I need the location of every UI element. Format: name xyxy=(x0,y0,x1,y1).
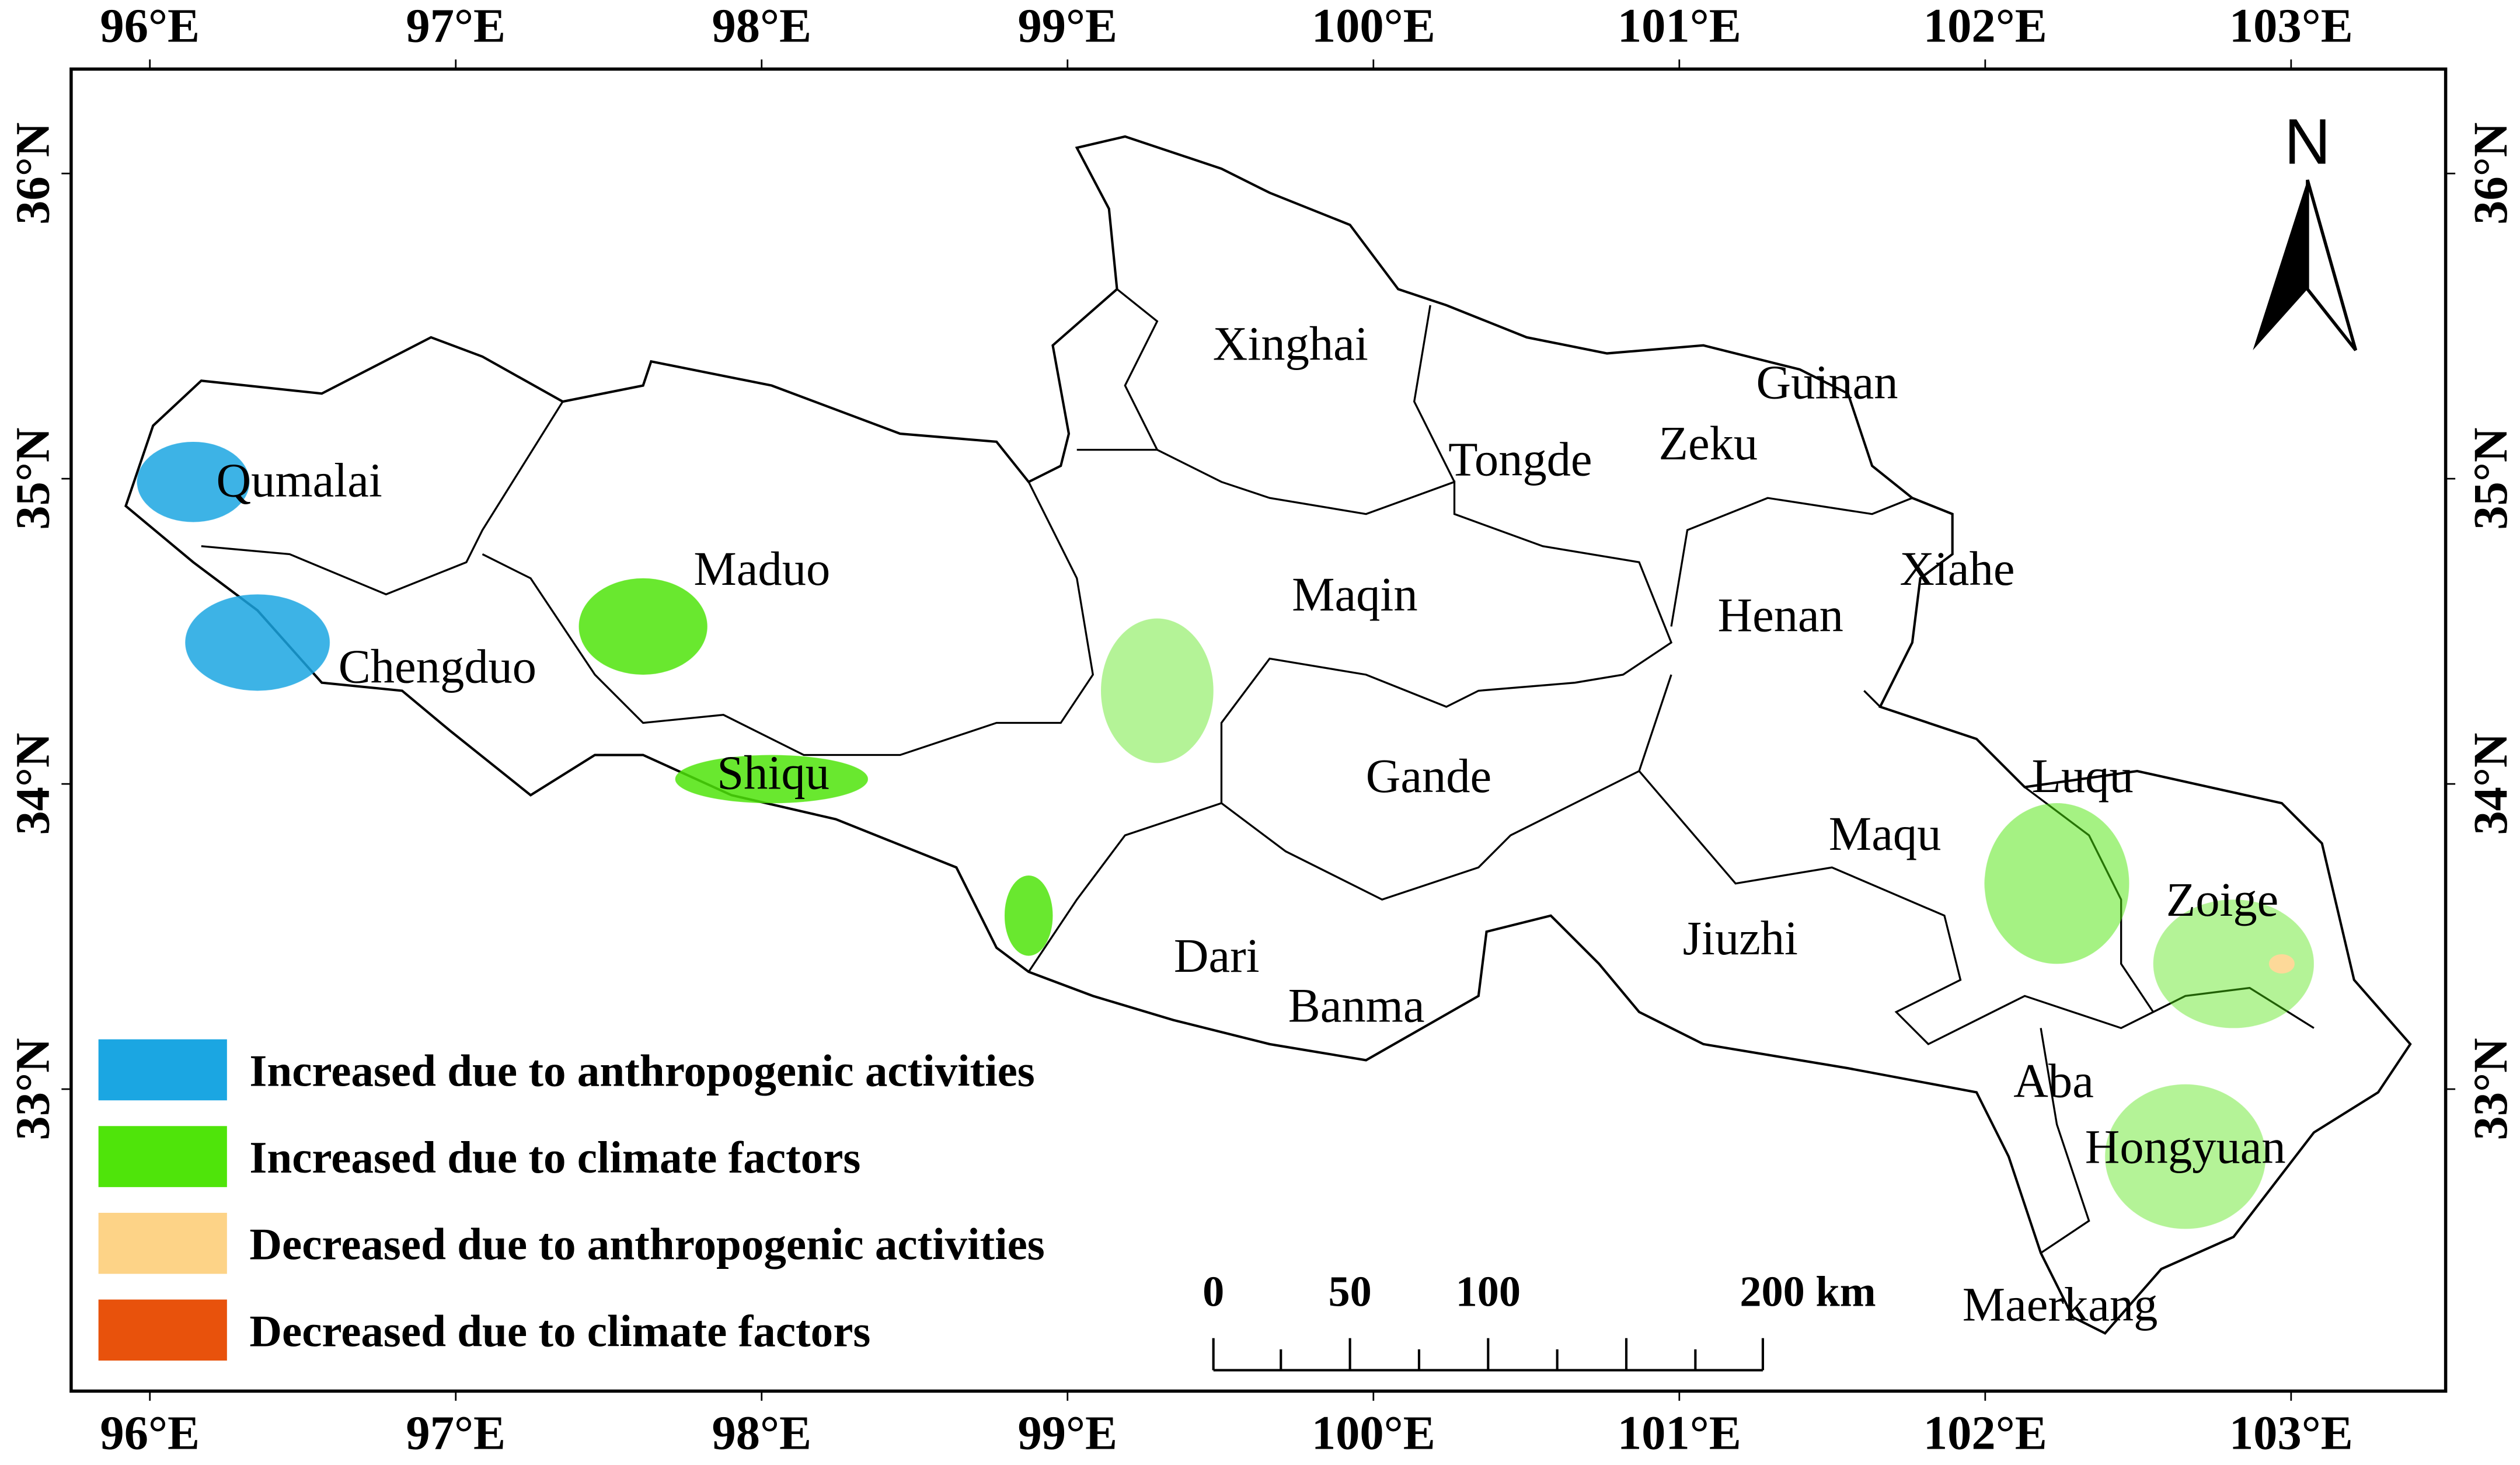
region-label: Shiqu xyxy=(717,745,829,799)
region-label: Maqu xyxy=(1829,807,1942,860)
region-label: Maerkang xyxy=(1963,1277,2158,1331)
longitude-label: 99°E xyxy=(1017,1405,1117,1459)
region-label: Luqu xyxy=(2031,749,2133,803)
north-arrow-right xyxy=(2306,179,2358,351)
longitude-label: 97°E xyxy=(406,0,506,53)
basin xyxy=(124,135,2412,1335)
boundary xyxy=(1116,288,1159,451)
latitude-label: 35°N xyxy=(2463,428,2517,530)
latitude-label: 35°N xyxy=(5,428,59,530)
patch xyxy=(2105,1084,2266,1229)
latitude-label: 34°N xyxy=(5,732,59,835)
patch xyxy=(675,755,868,804)
longitude-label: 101°E xyxy=(1618,0,1741,53)
legend-label: Decreased due to anthropogenic activitie… xyxy=(249,1219,1044,1269)
latitude-label: 34°N xyxy=(2463,732,2517,835)
legend-swatch xyxy=(98,1126,227,1187)
basin-outline xyxy=(124,135,2412,1335)
region-label: Maqin xyxy=(1292,567,1418,621)
boundary xyxy=(1076,448,1673,901)
region-label: Banma xyxy=(1288,978,1425,1032)
boundary xyxy=(1863,690,1881,708)
legend-swatch xyxy=(98,1039,227,1101)
patch xyxy=(1984,803,2129,964)
patch xyxy=(185,594,330,691)
longitude-label: 96°E xyxy=(100,0,200,53)
longitude-label: 100°E xyxy=(1312,1405,1435,1459)
boundary xyxy=(201,401,564,596)
region-label: Xinghai xyxy=(1213,316,1368,370)
vegetation-patches xyxy=(137,441,2314,1229)
patch xyxy=(137,441,250,522)
north-arrow-left xyxy=(2253,180,2308,350)
longitude-label: 102°E xyxy=(1923,0,2047,53)
region-label: Xiahe xyxy=(1899,542,2014,595)
region-label: Dari xyxy=(1174,929,1260,982)
legend-label: Decreased due to climate factors xyxy=(249,1306,870,1356)
legend-swatch xyxy=(98,1212,227,1274)
boundary xyxy=(1413,305,1455,483)
north-label: N xyxy=(2284,106,2331,178)
longitude-label: 98°E xyxy=(712,0,811,53)
legend-label: Increased due to anthropogenic activitie… xyxy=(249,1045,1034,1096)
longitude-label: 96°E xyxy=(100,1405,200,1459)
region-label: Gande xyxy=(1366,749,1491,803)
latitude-label: 36°N xyxy=(5,123,59,225)
latitude-label: 33°N xyxy=(2463,1038,2517,1140)
boundary xyxy=(482,481,1095,756)
region-label: Jiuzhi xyxy=(1683,911,1798,965)
region-label: Zoige xyxy=(2166,873,2279,926)
longitude-label: 101°E xyxy=(1618,1405,1741,1459)
longitude-label: 103°E xyxy=(2229,1405,2353,1459)
latitude-label: 33°N xyxy=(5,1038,59,1140)
region-label: Chengduo xyxy=(339,640,536,693)
legend-label: Increased due to climate factors xyxy=(249,1132,860,1183)
boundary xyxy=(1638,770,2315,1045)
longitude-label: 103°E xyxy=(2229,0,2353,53)
longitude-label: 100°E xyxy=(1312,0,1435,53)
scale-bar: 0 50 100 200 km xyxy=(1203,1268,1876,1372)
longitude-label: 98°E xyxy=(712,1405,811,1459)
north-arrow xyxy=(2253,179,2358,351)
patch xyxy=(578,578,707,675)
patch xyxy=(2268,954,2295,974)
patch xyxy=(1101,618,1214,763)
longitude-label: 97°E xyxy=(406,1405,506,1459)
region-label: Guinan xyxy=(1756,355,1898,409)
scale-label: 200 km xyxy=(1740,1268,1876,1316)
longitude-label: 99°E xyxy=(1017,0,1117,53)
legend-swatch xyxy=(98,1299,227,1361)
patch xyxy=(1004,875,1053,956)
latitude-label: 36°N xyxy=(2463,123,2517,225)
region-label: Qumalai xyxy=(217,453,382,507)
region-label: Hongyuan xyxy=(2085,1120,2286,1174)
patch xyxy=(2153,899,2314,1028)
longitude-label: 102°E xyxy=(1923,1405,2047,1459)
region-label: Zeku xyxy=(1659,416,1758,470)
region-label: Aba xyxy=(2013,1054,2094,1108)
map-frame xyxy=(69,67,2448,1393)
region-label: Henan xyxy=(1717,588,1843,642)
region-label: Tongde xyxy=(1448,432,1592,486)
region-label: Maduo xyxy=(693,542,830,595)
scale-label: 100 xyxy=(1456,1268,1521,1316)
boundary xyxy=(1027,802,1222,972)
boundary xyxy=(2040,1028,2090,1254)
boundary xyxy=(1670,497,1913,627)
scale-label: 0 xyxy=(1203,1268,1224,1316)
scale-label: 50 xyxy=(1328,1268,1371,1316)
